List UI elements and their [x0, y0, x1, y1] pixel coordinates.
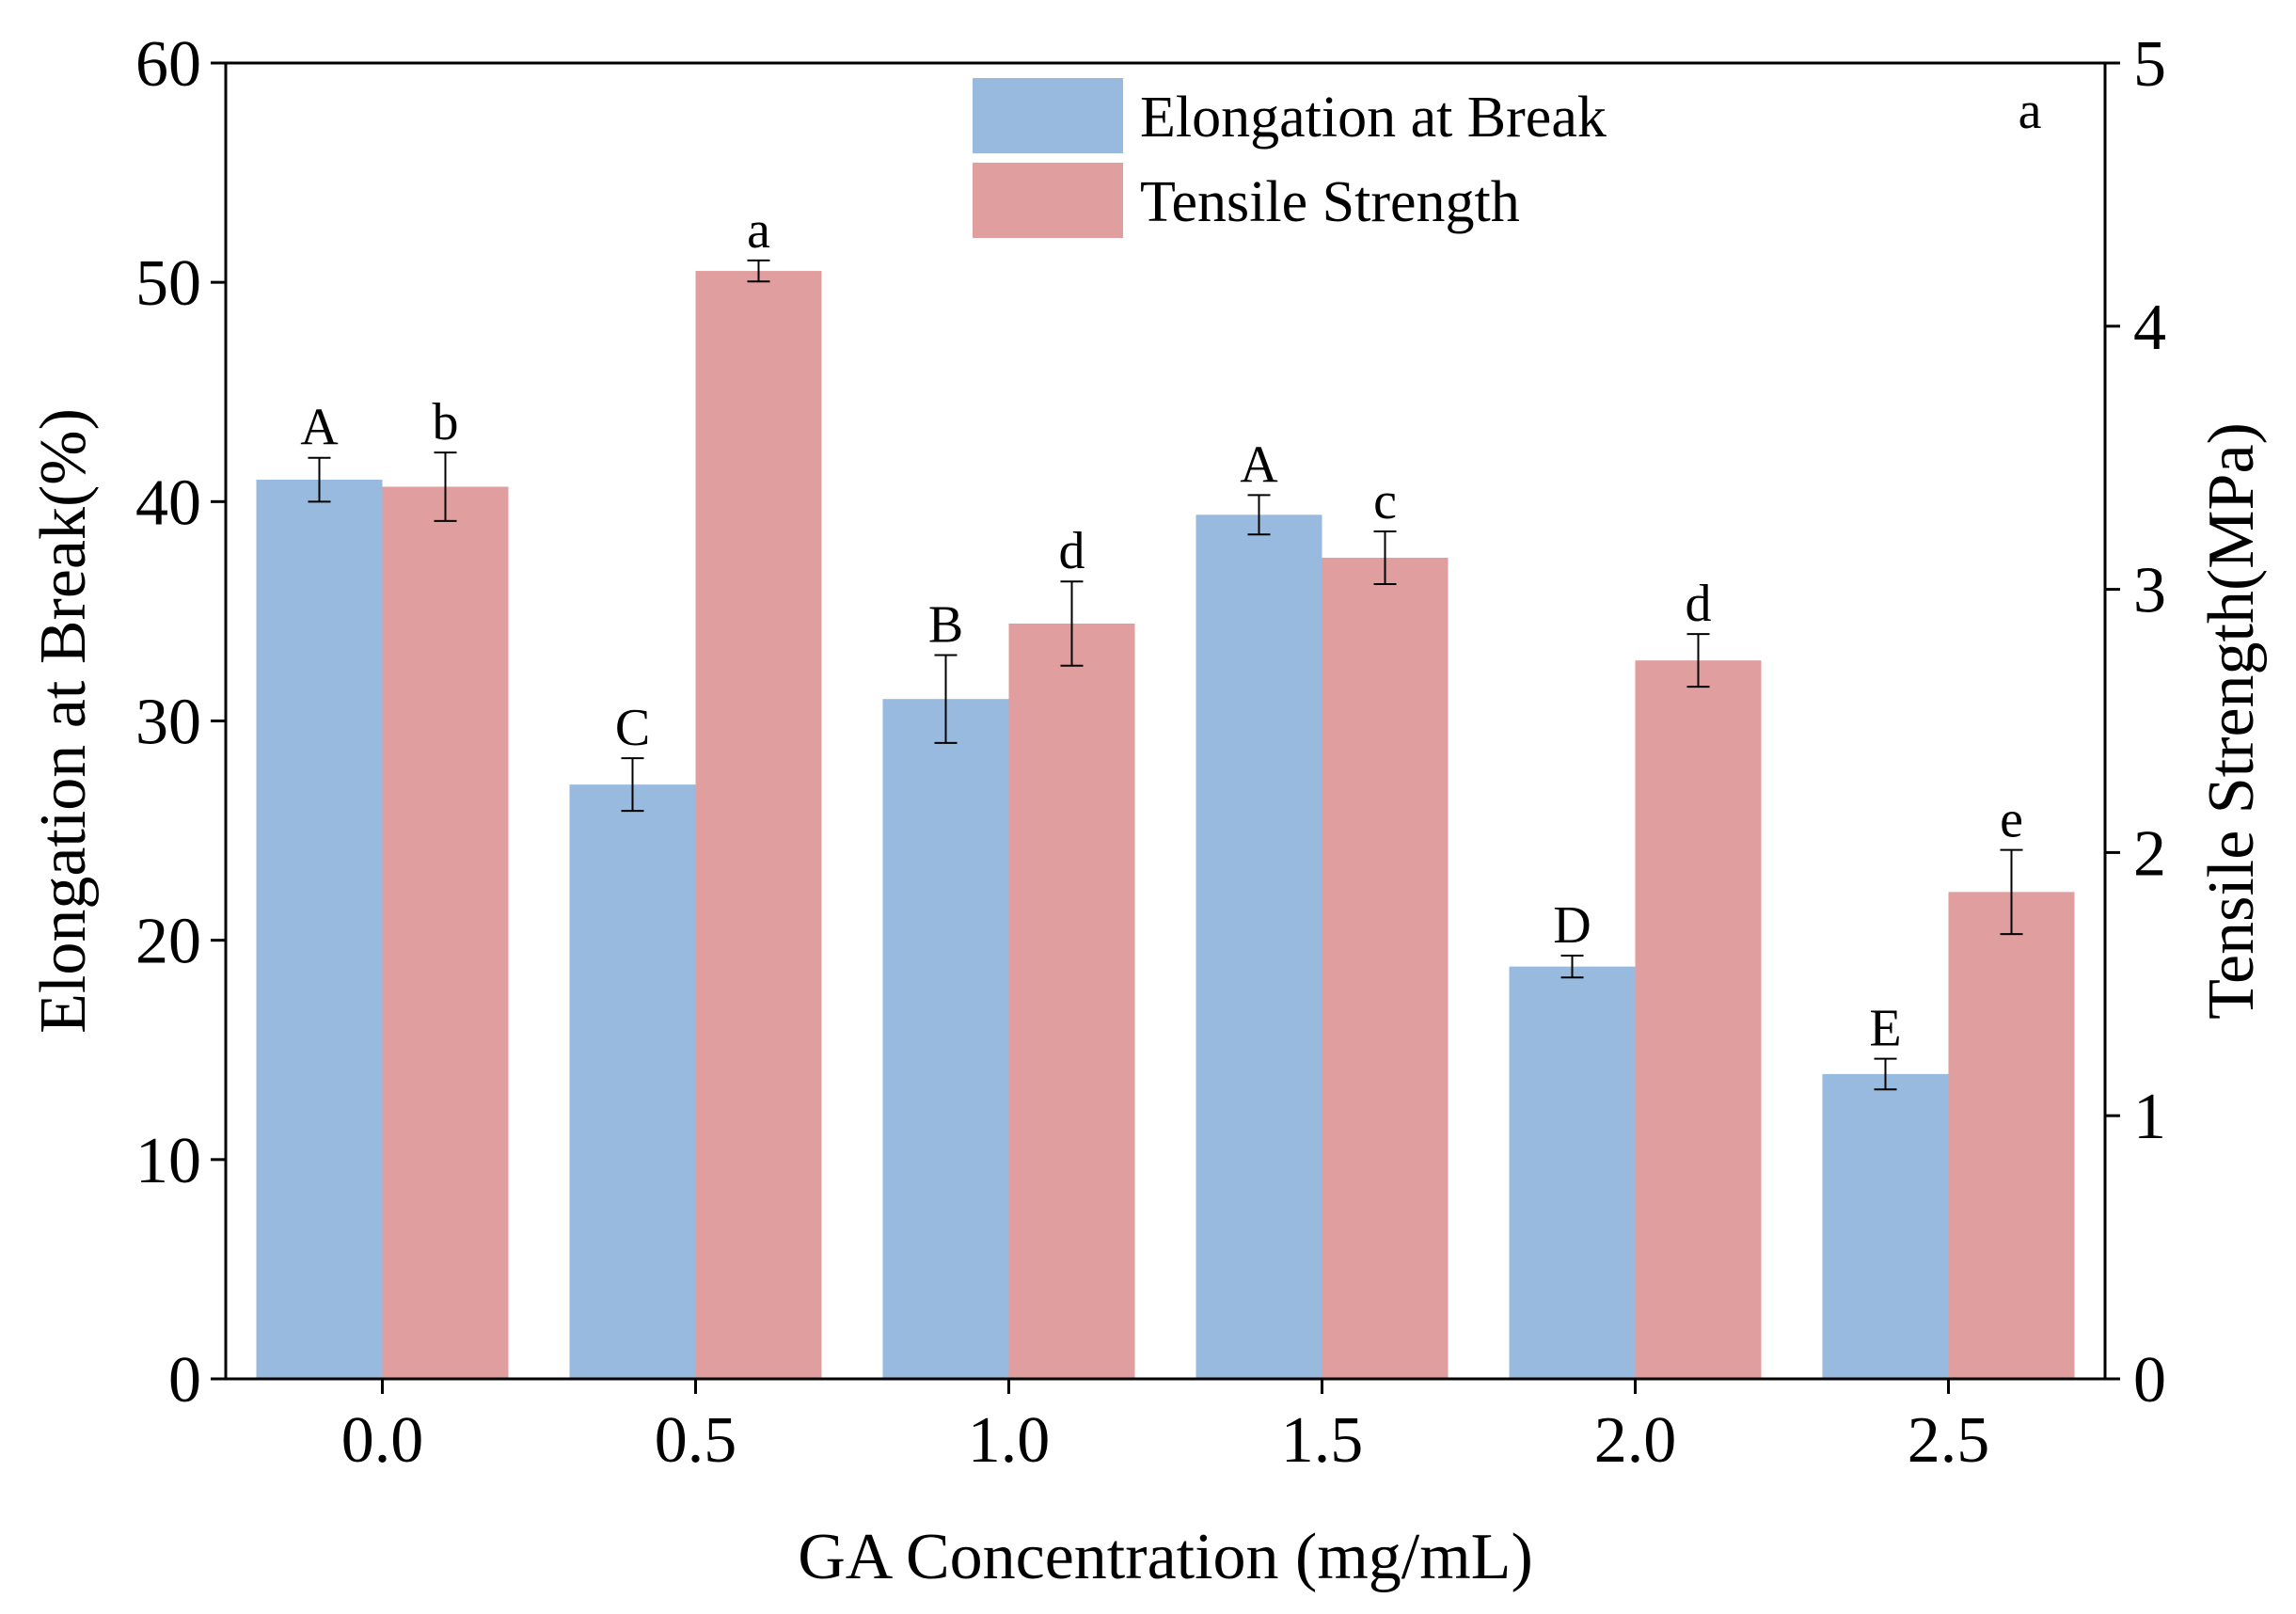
right-axis-ticks: 0 1 2 3 4 5: [2105, 28, 2166, 1416]
y-tick-label: 30: [135, 687, 201, 759]
significance-label-tensile-4: d: [1686, 575, 1712, 633]
significance-label-tensile-2: d: [1059, 522, 1085, 580]
y-tick-label: 60: [135, 28, 201, 101]
significance-labels-layer: A C B A D Eb a d c d e: [300, 201, 2023, 1058]
y2-tick-label: 4: [2133, 292, 2166, 364]
significance-label-tensile-3: c: [1373, 472, 1397, 530]
bar-elongation-4: [1509, 966, 1636, 1379]
significance-label-elongation-5: E: [1869, 1000, 1901, 1058]
significance-label-tensile-5: e: [2000, 791, 2023, 849]
bar-tensile-4: [1635, 660, 1762, 1379]
significance-label-tensile-1: a: [747, 201, 770, 260]
x-tick-label: 2.0: [1594, 1404, 1677, 1477]
legend-label-tensile: Tensile Strength: [1140, 170, 1520, 234]
bar-elongation-0: [256, 480, 383, 1379]
left-axis-ticks: 0 10 20 30 40 50 60: [135, 28, 226, 1416]
x-tick-label: 2.5: [1908, 1404, 1990, 1477]
right-axis-title: Tensile Strength(MPa): [2195, 422, 2268, 1020]
bar-tensile-0: [382, 486, 509, 1379]
y2-tick-label: 1: [2133, 1081, 2166, 1153]
significance-label-tensile-0: b: [433, 393, 459, 451]
error-bars-layer: [308, 259, 2023, 1091]
y-tick-label: 0: [168, 1344, 201, 1416]
x-axis-title: GA Concentration (mg/mL): [798, 1521, 1533, 1593]
bar-elongation-5: [1822, 1073, 1949, 1379]
bar-elongation-2: [882, 699, 1009, 1379]
significance-label-elongation-0: A: [300, 399, 339, 457]
y-tick-label: 10: [135, 1125, 201, 1197]
legend-swatch-tensile: [973, 163, 1123, 238]
y2-tick-label: 5: [2133, 28, 2166, 101]
legend: Elongation at Break Tensile Strength: [973, 78, 1607, 238]
legend-swatch-elongation: [973, 78, 1123, 153]
significance-label-elongation-4: D: [1553, 896, 1591, 955]
significance-label-elongation-2: B: [928, 596, 963, 655]
x-tick-label: 1.5: [1281, 1404, 1364, 1477]
bar-tensile-5: [1948, 892, 2075, 1379]
y-tick-label: 50: [135, 247, 201, 320]
panel-label: a: [2019, 82, 2042, 140]
legend-label-elongation: Elongation at Break: [1140, 86, 1607, 150]
bar-tensile-1: [695, 271, 822, 1379]
y2-tick-label: 2: [2133, 817, 2166, 890]
bar-tensile-3: [1322, 558, 1449, 1379]
significance-label-elongation-3: A: [1240, 435, 1278, 494]
bar-elongation-1: [569, 784, 696, 1379]
x-tick-label: 0.5: [655, 1404, 737, 1477]
bar-elongation-3: [1196, 514, 1322, 1379]
left-axis-title: Elongation at Break(%): [27, 408, 100, 1034]
y2-tick-label: 3: [2133, 555, 2166, 627]
x-tick-label: 1.0: [968, 1404, 1051, 1477]
x-tick-label: 0.0: [341, 1404, 424, 1477]
bar-tensile-2: [1008, 623, 1135, 1379]
y-tick-label: 20: [135, 906, 201, 978]
bars-layer: [256, 271, 2075, 1379]
significance-label-elongation-1: C: [615, 699, 650, 757]
x-axis-ticks: 0.0 0.5 1.0 1.5 2.0 2.5: [341, 1379, 1990, 1477]
y2-tick-label: 0: [2133, 1344, 2166, 1416]
y-tick-label: 40: [135, 467, 201, 539]
